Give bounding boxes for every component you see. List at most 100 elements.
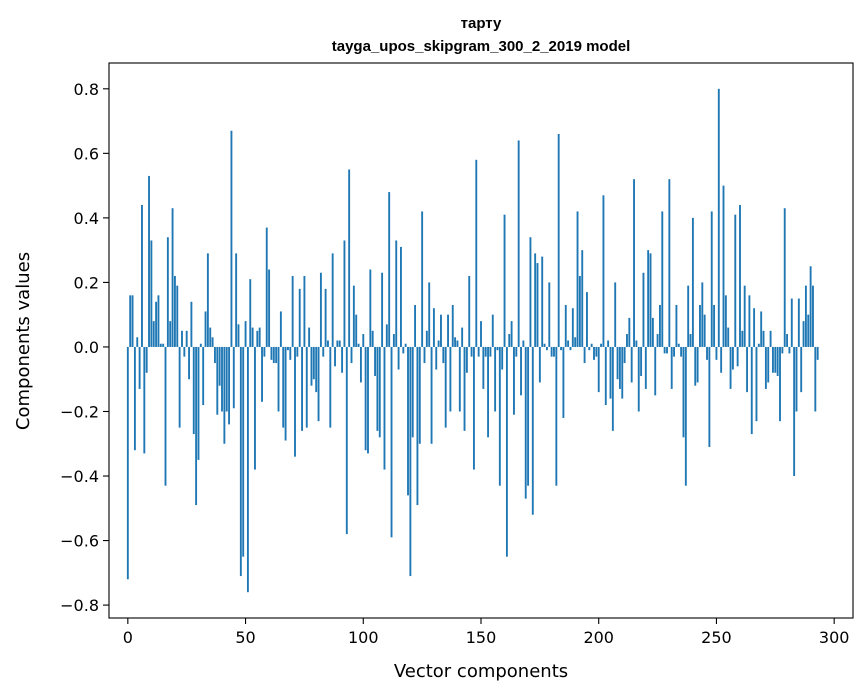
bar: [392, 334, 395, 347]
bar: [814, 346, 817, 412]
bar: [597, 346, 600, 393]
bar: [319, 272, 322, 347]
bar: [141, 204, 143, 347]
bar: [508, 334, 511, 347]
bar: [131, 295, 134, 347]
bar: [731, 346, 734, 370]
y-tick-label: 0.0: [74, 338, 99, 357]
bar: [418, 346, 421, 444]
bar: [164, 346, 167, 486]
bar: [355, 314, 358, 347]
bar: [327, 340, 329, 347]
bar: [774, 346, 777, 373]
bar: [181, 330, 183, 347]
bar: [571, 308, 574, 347]
bar: [303, 275, 306, 347]
bar: [760, 311, 763, 347]
bar: [214, 346, 216, 364]
bar: [682, 346, 685, 438]
bar: [804, 285, 807, 347]
bar: [600, 343, 603, 347]
bar: [750, 346, 753, 435]
bar: [534, 253, 537, 347]
bar: [409, 346, 412, 577]
bar: [235, 253, 238, 347]
bar: [166, 237, 169, 347]
bar: [421, 211, 424, 347]
bar: [329, 346, 332, 428]
bar: [400, 246, 402, 347]
bar: [136, 337, 139, 347]
bar: [352, 285, 355, 347]
bar: [520, 346, 522, 396]
bar: [699, 305, 701, 347]
bar: [178, 346, 181, 428]
bar: [663, 346, 666, 354]
bar: [364, 346, 367, 451]
y-tick-label: 0.6: [74, 144, 99, 163]
bar: [543, 343, 546, 347]
bar: [536, 263, 539, 347]
bar: [402, 346, 405, 354]
bar: [225, 346, 228, 412]
bar: [442, 346, 445, 364]
bar: [604, 346, 607, 406]
bar: [618, 346, 621, 389]
bar: [644, 346, 647, 389]
bar: [748, 295, 751, 347]
bar: [715, 346, 718, 360]
bar: [435, 346, 438, 370]
bar: [703, 314, 706, 347]
bar: [312, 346, 315, 380]
bar: [527, 346, 530, 486]
bar: [574, 337, 577, 347]
bar: [513, 346, 515, 415]
bar: [701, 282, 704, 347]
bar: [152, 321, 155, 347]
bar: [324, 288, 327, 347]
y-tick-label: −0.6: [60, 532, 99, 551]
bar: [482, 346, 485, 389]
bar: [555, 346, 558, 486]
bar: [317, 346, 320, 422]
x-tick-label: 200: [583, 628, 614, 647]
bar: [239, 346, 242, 577]
y-tick-label: 0.8: [74, 80, 99, 99]
bar: [286, 346, 289, 351]
bar: [611, 346, 614, 431]
bar: [477, 346, 480, 357]
bar: [449, 346, 452, 412]
bar: [371, 330, 374, 347]
bar: [444, 346, 447, 428]
bar: [548, 282, 551, 347]
bar: [216, 346, 219, 415]
bar: [294, 346, 296, 457]
bar: [195, 346, 198, 506]
bar: [162, 343, 165, 347]
bar: [581, 250, 584, 347]
bar: [411, 346, 414, 438]
bar: [385, 324, 388, 347]
bar: [221, 346, 223, 412]
bar: [656, 334, 659, 347]
bar: [538, 346, 541, 383]
bar: [275, 346, 278, 364]
bar: [607, 340, 610, 347]
bar: [388, 192, 391, 347]
bar: [633, 179, 635, 347]
bar: [795, 346, 798, 412]
bar: [331, 253, 334, 347]
x-tick-label: 250: [701, 628, 732, 647]
bar: [769, 330, 772, 347]
bar: [687, 285, 690, 347]
bar: [524, 346, 527, 499]
bar: [510, 321, 513, 347]
bar: [357, 343, 360, 347]
bar: [816, 346, 819, 360]
bar: [298, 288, 301, 347]
bar: [706, 346, 708, 360]
bar: [341, 346, 344, 373]
bar: [724, 295, 727, 347]
bar: [586, 292, 588, 347]
x-axis-ticks: 0 50 100 150 200 250 300: [123, 618, 849, 647]
